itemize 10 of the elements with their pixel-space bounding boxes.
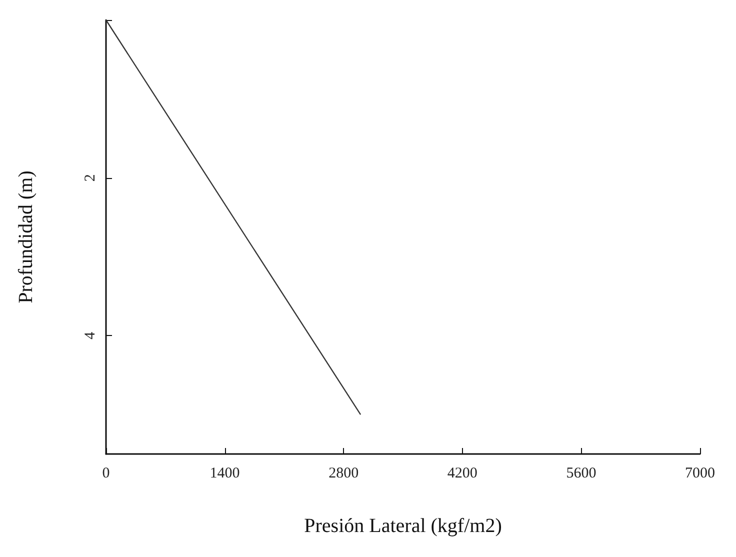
y-tick-label: 4 (82, 331, 98, 340)
x-tick-label: 1400 (210, 466, 240, 482)
y-tick-label: 2 (82, 174, 98, 182)
x-tick-label: 4200 (447, 466, 478, 482)
x-axis-title: Presión Lateral (kgf/m2) (304, 515, 502, 537)
x-tick-label: 7000 (685, 466, 715, 482)
y-axis-title: Profundidad (m) (15, 170, 37, 304)
x-tick-label: 5600 (566, 466, 596, 482)
x-tick-label: 2800 (328, 466, 359, 482)
x-tick-label: 0 (102, 466, 110, 482)
